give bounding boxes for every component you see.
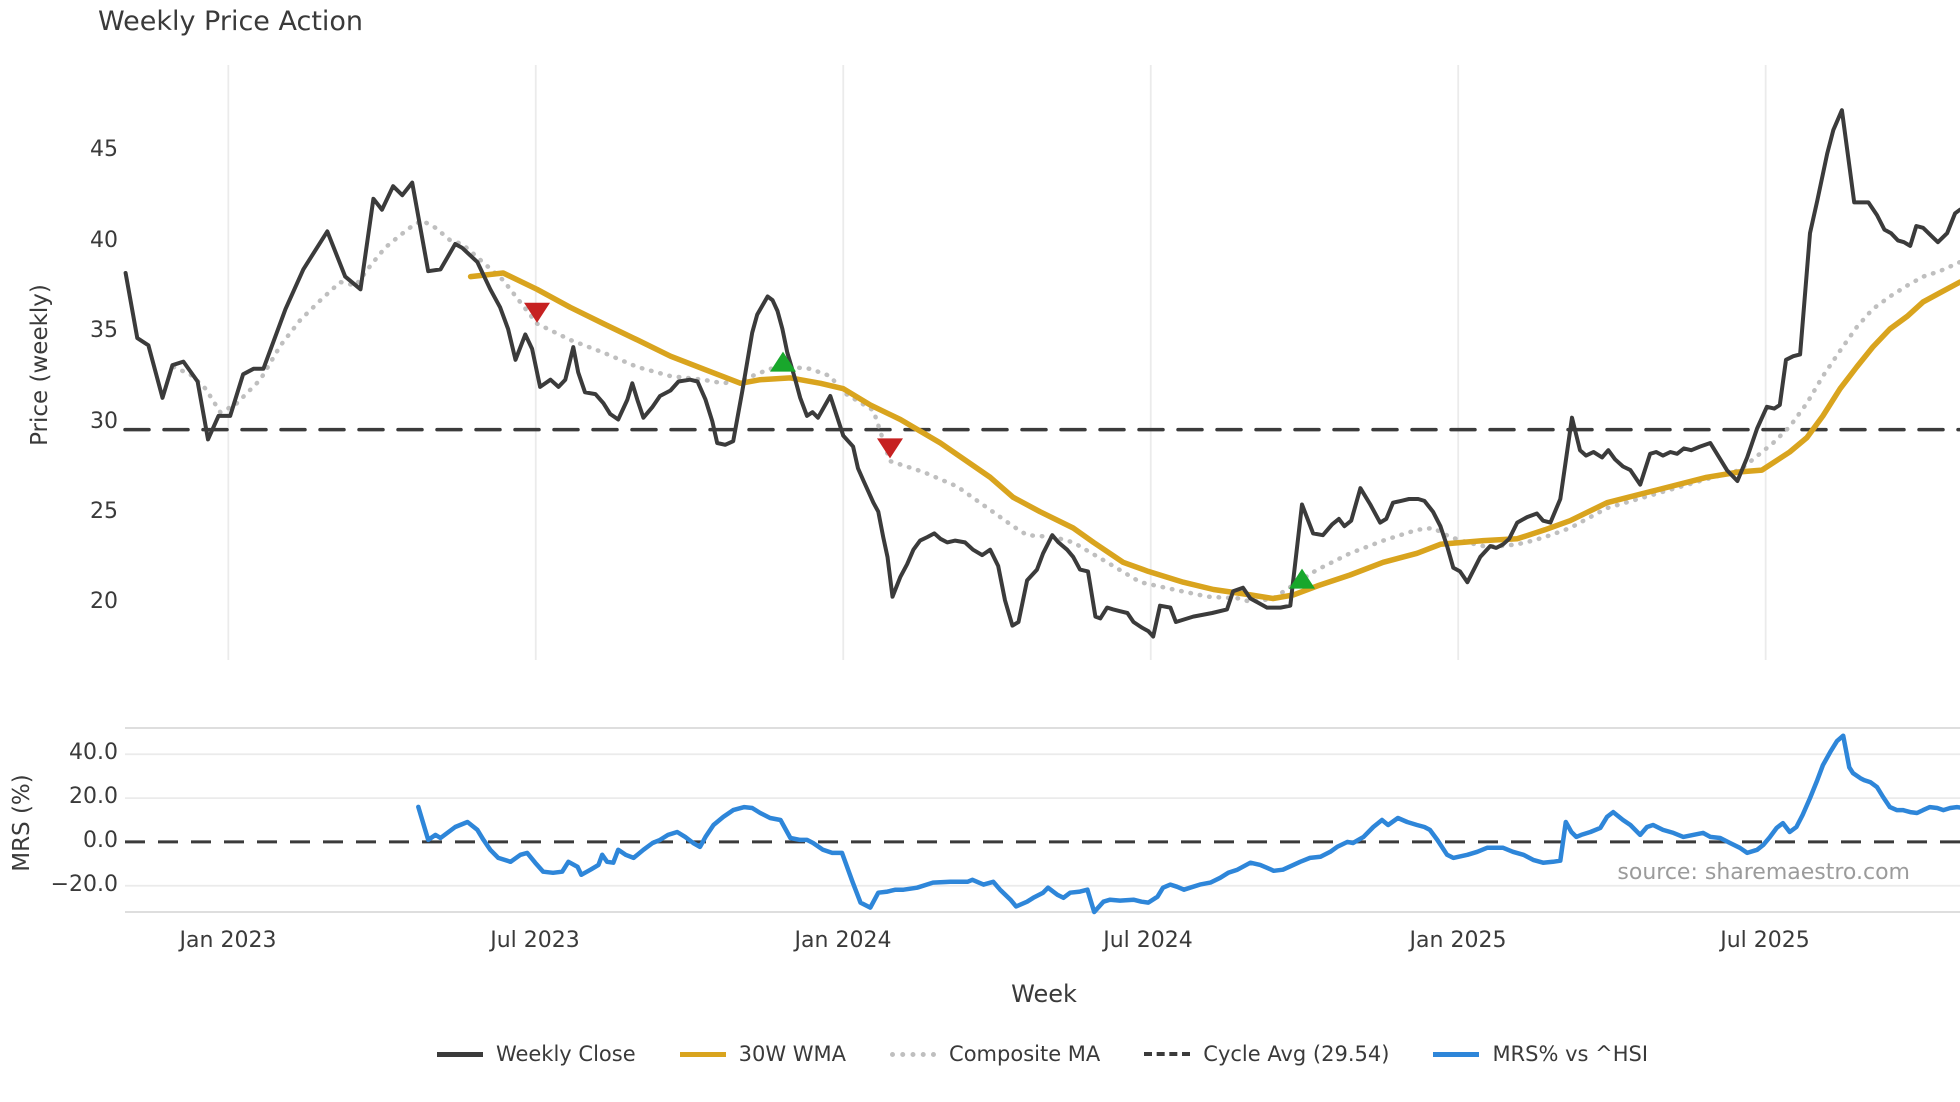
xtick-jul-2024: Jul 2024 bbox=[1103, 928, 1193, 953]
composite-ma-line-swatch bbox=[890, 1051, 937, 1057]
mrs-ytick-20: 20.0 bbox=[69, 784, 118, 809]
legend-label: 30W WMA bbox=[738, 1042, 847, 1066]
x-axis-title: Week bbox=[1011, 980, 1077, 1008]
legend-label: Weekly Close bbox=[495, 1042, 636, 1066]
price-ytick-30: 30 bbox=[90, 409, 118, 434]
legend-item-30w-wma: 30W WMA bbox=[679, 1042, 847, 1066]
legend-item-mrs: MRS% vs ^HSI bbox=[1433, 1042, 1648, 1066]
legend-item-composite-ma: Composite MA bbox=[890, 1042, 1100, 1066]
chart-title: Weekly Price Action bbox=[98, 6, 364, 37]
price-ytick-45: 45 bbox=[90, 137, 118, 162]
mrs-line-swatch bbox=[1433, 1051, 1480, 1057]
mrs-ytick-neg20: −20.0 bbox=[50, 872, 118, 897]
weekly-close-line-swatch bbox=[436, 1051, 483, 1057]
xtick-jul-2023: Jul 2023 bbox=[490, 928, 580, 953]
legend-label: Cycle Avg (29.54) bbox=[1203, 1042, 1390, 1066]
price-ytick-20: 20 bbox=[90, 589, 118, 614]
mrs-axis-title: MRS (%) bbox=[9, 774, 35, 872]
price-ytick-25: 25 bbox=[90, 499, 118, 524]
wma-line-swatch bbox=[679, 1051, 726, 1057]
source-note: source: sharemaestro.com bbox=[1617, 860, 1910, 885]
price-ytick-40: 40 bbox=[90, 228, 118, 253]
cycle-avg-line-swatch bbox=[1144, 1052, 1191, 1056]
xtick-jul-2025: Jul 2025 bbox=[1720, 928, 1810, 953]
legend-item-weekly-close: Weekly Close bbox=[436, 1042, 636, 1066]
chart-legend: Weekly Close 30W WMA Composite MA Cycle … bbox=[125, 1030, 1960, 1078]
legend-label: Composite MA bbox=[949, 1042, 1101, 1066]
xtick-jan-2024: Jan 2024 bbox=[794, 928, 892, 953]
mrs-ytick-0: 0.0 bbox=[83, 828, 118, 853]
legend-label: MRS% vs ^HSI bbox=[1492, 1042, 1649, 1066]
price-axis-title: Price (weekly) bbox=[27, 284, 53, 446]
mrs-ytick-40: 40.0 bbox=[69, 740, 118, 765]
legend-item-cycle-avg: Cycle Avg (29.54) bbox=[1144, 1042, 1389, 1066]
xtick-jan-2025: Jan 2025 bbox=[1409, 928, 1507, 953]
price-ytick-35: 35 bbox=[90, 318, 118, 343]
xtick-jan-2023: Jan 2023 bbox=[179, 928, 277, 953]
